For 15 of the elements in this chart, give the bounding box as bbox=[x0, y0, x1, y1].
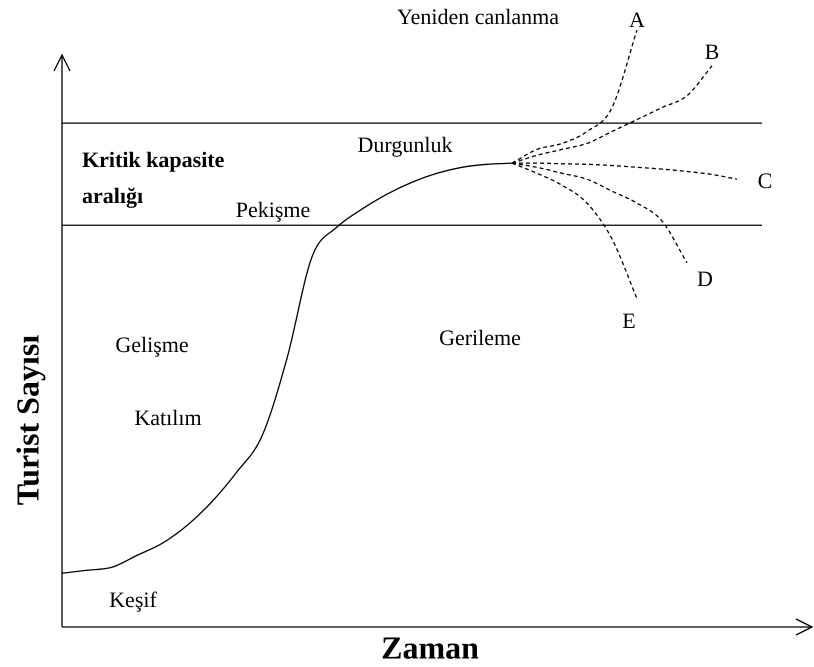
series-label: B bbox=[704, 38, 720, 65]
annotation: Kritik kapasite aralığı bbox=[82, 147, 224, 208]
series-label: C bbox=[758, 168, 772, 194]
annotation: Katılım bbox=[134, 405, 202, 431]
annotation: Durgunluk bbox=[358, 132, 452, 158]
series-label: E bbox=[622, 308, 636, 334]
annotation: Pekişme bbox=[236, 197, 310, 223]
text: Yeniden canlanma bbox=[396, 4, 560, 30]
series-label: A bbox=[629, 7, 645, 33]
series-label: D bbox=[697, 266, 713, 292]
annotation: Keşif bbox=[109, 587, 157, 613]
annotation: Gerileme bbox=[439, 325, 521, 351]
annotation: Gelişme bbox=[115, 332, 189, 358]
x-axis-title: Zaman bbox=[381, 630, 479, 666]
y-axis-title: Turist Sayısı bbox=[10, 334, 46, 506]
